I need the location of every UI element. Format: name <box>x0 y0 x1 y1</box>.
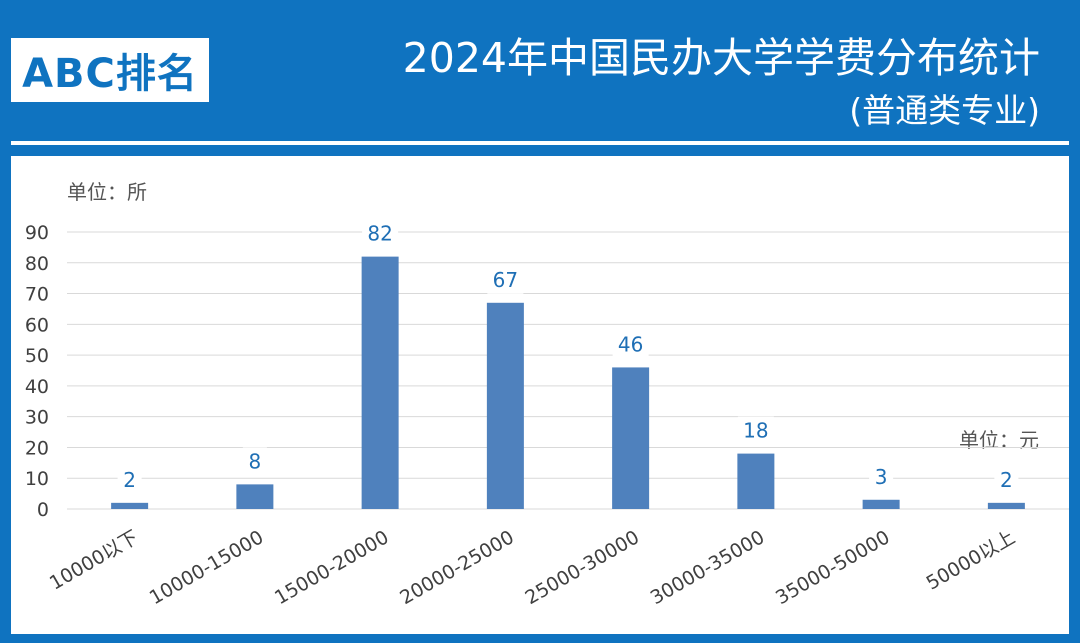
data-label-background <box>362 219 399 248</box>
brand-logo: ABC排名 <box>11 38 209 102</box>
data-label: 18 <box>743 419 768 443</box>
bar <box>612 367 650 509</box>
y-tick-label: 90 <box>25 222 49 244</box>
data-label: 2 <box>123 468 136 492</box>
y-tick-label: 10 <box>25 468 49 490</box>
bar <box>737 453 775 509</box>
data-label-background <box>117 465 142 494</box>
chart-subtitle: (普通类专业) <box>849 91 1040 130</box>
y-tick-label: 20 <box>25 437 49 459</box>
bar <box>987 502 1025 509</box>
x-tick-label: 10000-15000 <box>146 526 268 609</box>
bar-chart: 0 10 20 30 40 50 60 70 80 90 2 10000以下 8 10000-15000 8… <box>25 219 1069 609</box>
y-axis-unit-label: 单位：所 <box>67 180 147 204</box>
x-tick-label: 10000以下 <box>46 526 142 594</box>
y-tick-label: 70 <box>25 284 49 306</box>
y-tick-label: 60 <box>25 314 49 336</box>
data-label: 3 <box>875 465 888 489</box>
data-label-background <box>242 447 267 476</box>
x-tick-label: 20000-25000 <box>396 526 518 609</box>
chart-title: 2024年中国民办大学学费分布统计 <box>402 34 1040 82</box>
x-tick-label: 25000-30000 <box>521 526 643 609</box>
data-label-background <box>737 416 774 445</box>
data-label: 2 <box>1000 468 1013 492</box>
x-tick-label: 15000-20000 <box>271 526 393 609</box>
bar <box>236 484 274 509</box>
data-label-background <box>869 462 894 491</box>
x-tick-label: 30000-35000 <box>647 526 769 609</box>
data-label: 82 <box>367 222 392 246</box>
bar <box>486 302 524 509</box>
x-axis-unit-label: 单位：元 <box>959 428 1039 452</box>
header-divider <box>11 141 1069 145</box>
y-tick-label: 30 <box>25 407 49 429</box>
data-label-background <box>487 265 524 294</box>
y-tick-label: 50 <box>25 345 49 367</box>
data-label: 8 <box>249 449 262 473</box>
x-tick-label: 35000-50000 <box>772 526 894 609</box>
x-tick-label: 50000以上 <box>923 526 1019 594</box>
data-label: 67 <box>493 268 518 292</box>
data-label-background <box>994 465 1019 494</box>
data-label-background <box>612 330 649 359</box>
y-tick-label: 80 <box>25 253 49 275</box>
data-label: 46 <box>618 332 643 356</box>
y-tick-label: 0 <box>37 499 49 521</box>
chart-panel: 单位：所 单位：元 0 10 20 30 40 50 60 70 80 90 2 10000以下 8 10… <box>11 156 1069 634</box>
bar <box>111 502 149 509</box>
bar <box>862 499 900 509</box>
y-tick-label: 40 <box>25 376 49 398</box>
bar <box>361 256 399 509</box>
